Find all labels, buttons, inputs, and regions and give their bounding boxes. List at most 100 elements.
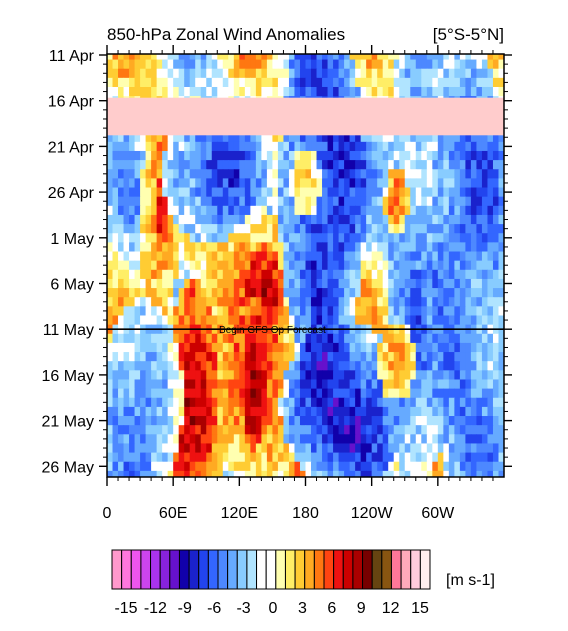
heatmap-cell [239,379,246,390]
heatmap-cell [421,397,428,408]
heatmap-cell [195,269,202,280]
heatmap-cell [173,132,180,143]
heatmap-cell [294,306,301,317]
heatmap-cell [437,196,444,207]
heatmap-cell [145,425,152,435]
heatmap-cell [283,187,290,198]
heatmap-cell [173,150,180,161]
heatmap-cell [145,251,152,262]
heatmap-cell [360,342,367,353]
heatmap-cell [200,242,207,253]
heatmap-cell [277,233,285,243]
heatmap-cell [415,388,422,399]
heatmap-cell [140,297,147,307]
heatmap-cell [250,361,257,371]
heatmap-cell [404,461,411,472]
heatmap-cell [465,54,472,61]
heatmap-cell [415,169,422,179]
heatmap-cell [437,178,444,189]
heatmap-cell [327,205,334,216]
heatmap-cell [454,233,461,243]
heatmap-cell [454,470,461,477]
heatmap-cell [415,397,422,408]
heatmap-cell [481,278,489,289]
heatmap-cell [432,461,439,472]
heatmap-cell [349,260,356,271]
heatmap-cell [283,233,290,243]
heatmap-cell [410,406,417,417]
heatmap-cell [316,141,323,152]
heatmap-cell [349,196,356,207]
heatmap-cell [487,224,494,234]
heatmap-cell [426,397,433,408]
heatmap-cell [360,388,367,399]
heatmap-cell [272,141,279,152]
heatmap-cell [316,59,323,70]
heatmap-cell [338,278,345,289]
heatmap-cell [355,224,362,234]
heatmap-cell [338,388,345,399]
heatmap-cell [465,86,472,97]
heatmap-cell [360,297,367,307]
heatmap-cell [272,54,279,61]
heatmap-cell [481,333,489,344]
heatmap-cell [233,297,240,307]
heatmap-cell [421,160,428,170]
heatmap-cell [261,470,268,477]
heatmap-cell [426,461,433,472]
heatmap-cell [333,54,340,61]
heatmap-cell [481,388,489,399]
heatmap-cell [371,150,378,161]
heatmap-cell [327,425,334,435]
heatmap-cell [327,196,334,207]
heatmap-cell [454,425,461,435]
heatmap-cell [288,214,296,225]
heatmap-cell [421,86,428,97]
heatmap-cell [129,425,136,435]
heatmap-cell [360,86,367,97]
heatmap-cell [421,315,428,326]
heatmap-cell [322,315,329,326]
heatmap-cell [118,352,125,362]
heatmap-cell [195,315,202,326]
heatmap-cell [399,196,406,207]
heatmap-cell [355,434,362,445]
heatmap-cell [404,416,411,426]
heatmap-cell [448,196,455,207]
heatmap-cell [294,59,301,70]
heatmap-cell [283,205,290,216]
heatmap-cell [244,214,251,225]
heatmap-cell [327,214,334,225]
heatmap-cell [399,452,406,463]
heatmap-cell [189,178,196,189]
heatmap-cell [178,132,185,143]
heatmap-cell [432,224,439,234]
heatmap-cell [498,233,504,243]
heatmap-cell [382,425,389,435]
heatmap-cell [481,379,489,390]
heatmap-cell [200,461,207,472]
heatmap-cell [118,443,125,454]
heatmap-cell [404,260,411,271]
heatmap-cell [156,132,163,143]
heatmap-cell [222,425,229,435]
heatmap-cell [410,361,417,371]
heatmap-cell [382,397,389,408]
heatmap-cell [244,470,251,477]
heatmap-cell [239,132,246,143]
heatmap-cell [189,370,196,381]
region-label: [5°S-5°N] [433,25,504,44]
x-tick-label: 120E [221,505,258,522]
heatmap-cell [327,260,334,271]
heatmap-cell [388,342,395,353]
heatmap-cell [277,288,285,298]
heatmap-cell [167,315,174,326]
heatmap-cell [195,54,202,61]
heatmap-cell [233,242,240,253]
heatmap-cell [118,333,125,344]
heatmap-cell [288,297,296,307]
heatmap-cell [399,333,406,344]
heatmap-cell [465,196,472,207]
heatmap-cell [426,278,433,289]
heatmap-cell [421,370,428,381]
